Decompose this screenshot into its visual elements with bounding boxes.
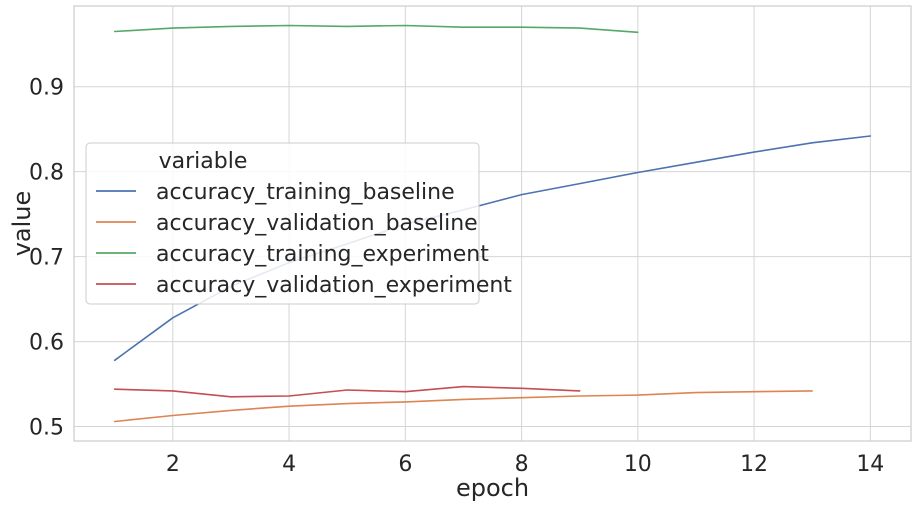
y-tick-label: 0.8: [29, 161, 64, 186]
x-tick-label: 14: [856, 452, 884, 477]
y-tick-label: 0.7: [29, 246, 64, 271]
plot-frame: [73, 5, 912, 442]
series-line-accuracy-training-experiment: [113, 24, 639, 34]
x-tick-label: 4: [282, 452, 296, 477]
x-tick-label: 12: [740, 452, 768, 477]
legend-title: variable: [159, 149, 248, 174]
y-tick-label: 0.5: [29, 416, 64, 441]
tick-labels: 2 4 6 8 10 12 14 0.5 0.6 0.7 0.8 0.9: [29, 76, 884, 477]
x-axis-title: epoch: [456, 474, 529, 502]
x-tick-label: 8: [515, 452, 529, 477]
x-tick-label: 6: [398, 452, 412, 477]
y-tick-label: 0.6: [29, 331, 64, 356]
series-line-accuracy-validation-baseline: [113, 390, 814, 423]
y-axis-title: value: [8, 191, 36, 257]
legend: variable accuracy_training_baselineaccur…: [85, 142, 512, 305]
legend-label: accuracy_validation_baseline: [156, 211, 478, 236]
legend-box: [85, 142, 480, 305]
legend-label: accuracy_training_baseline: [156, 180, 455, 205]
legend-label: accuracy_training_experiment: [156, 242, 489, 267]
legend-label: accuracy_validation_experiment: [156, 273, 512, 298]
series-line-accuracy-validation-experiment: [113, 385, 581, 398]
x-tick-label: 2: [166, 452, 180, 477]
x-tick-label: 10: [624, 452, 652, 477]
legend-items: accuracy_training_baseline accuracy_valid…: [96, 180, 512, 298]
y-tick-label: 0.9: [29, 76, 64, 101]
